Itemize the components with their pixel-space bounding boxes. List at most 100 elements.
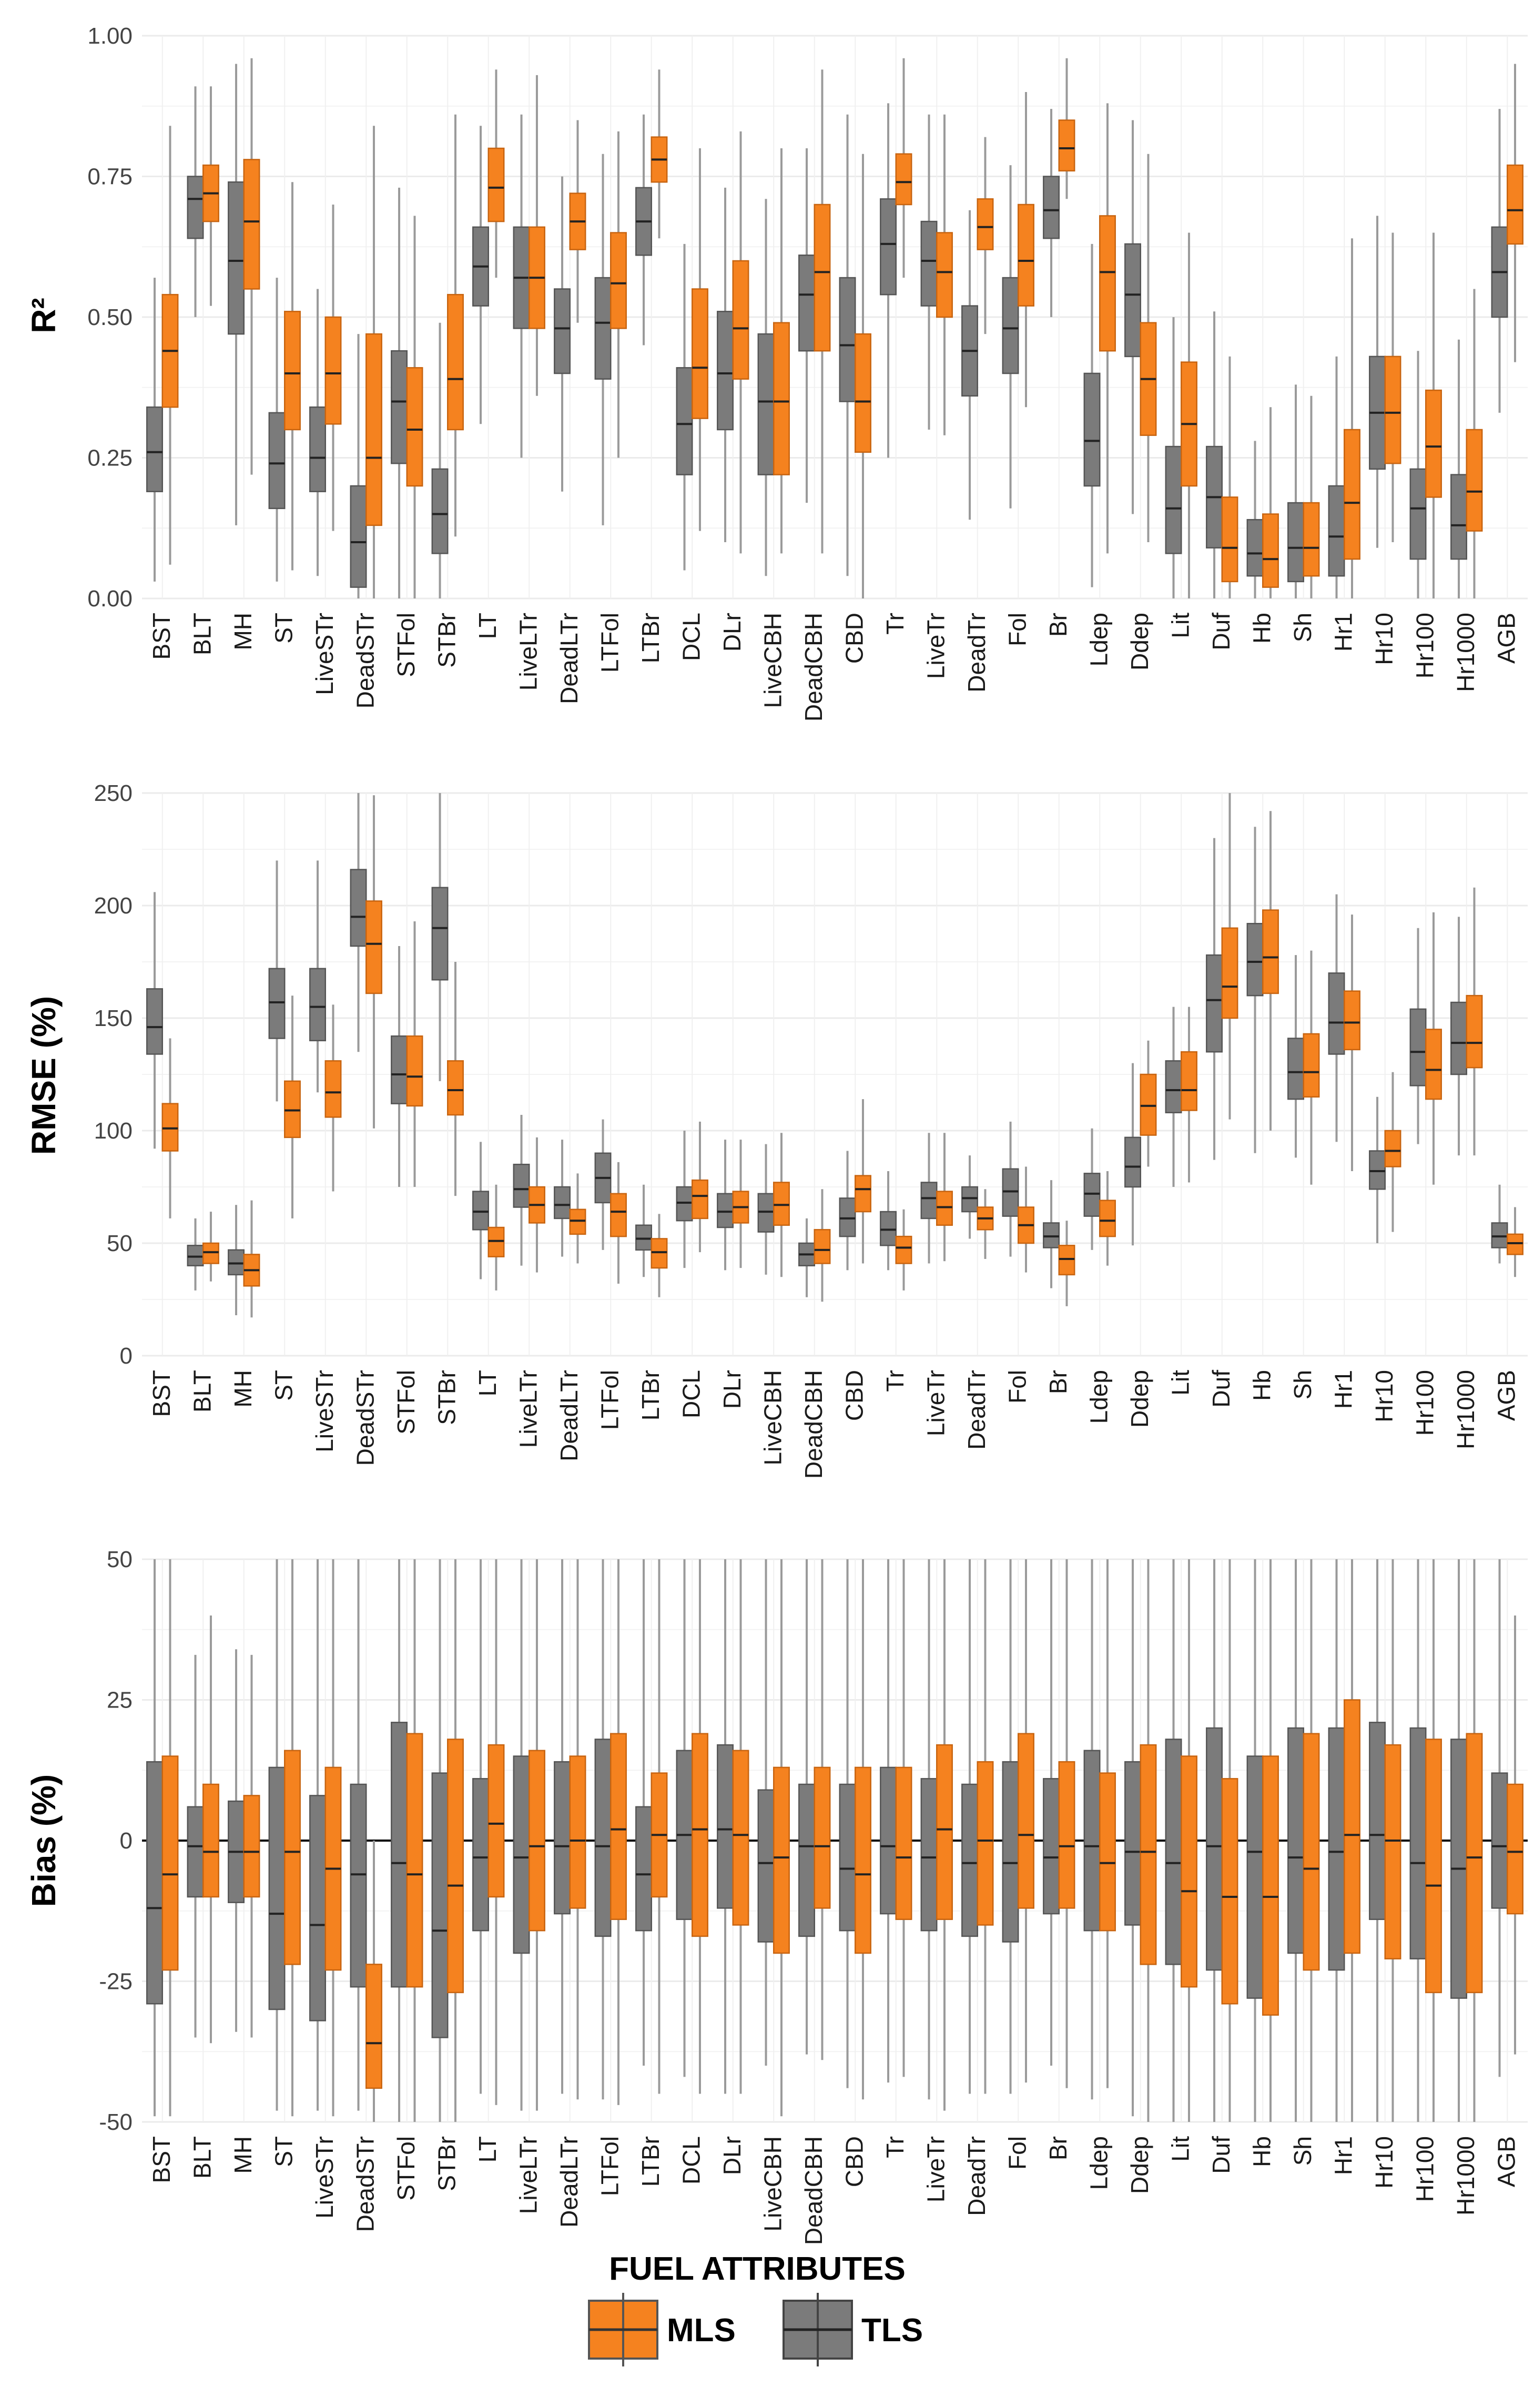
- box-body: [1262, 1755, 1279, 2016]
- box-tls-duf: [1206, 838, 1223, 1160]
- x-tick-label: Hr1000: [1452, 613, 1479, 692]
- box-tls-deadcbh: [798, 148, 816, 503]
- box-body: [1181, 1051, 1197, 1111]
- box-body: [1165, 445, 1182, 554]
- box-mls-dlr: [732, 1140, 749, 1268]
- box-mls-deadltr: [569, 120, 586, 323]
- box-mls-deadcbh: [814, 1559, 831, 2060]
- box-mls-dcl: [692, 148, 708, 531]
- box-body: [365, 1964, 382, 2089]
- x-tick-label: Hr10: [1370, 1370, 1398, 1423]
- box-tls-tr: [880, 1171, 897, 1271]
- x-tick-label: Br: [1044, 613, 1072, 637]
- x-tick-label: LTFol: [596, 613, 623, 673]
- box-tls-bst: [146, 892, 163, 1149]
- box-mls-ltfol: [610, 1559, 627, 2105]
- box-mls-lit: [1181, 1559, 1197, 2122]
- x-tick-label: Br: [1044, 1370, 1072, 1394]
- x-tick-label: LiveCBH: [759, 613, 786, 708]
- box-body: [839, 277, 856, 402]
- x-tick-label: LiveCBH: [759, 2136, 786, 2232]
- box-body: [569, 1208, 586, 1235]
- box-mls-deadstr: [365, 795, 382, 1129]
- box-body: [676, 367, 693, 475]
- box-body: [350, 485, 367, 588]
- box-body: [1018, 204, 1034, 307]
- box-body: [773, 322, 790, 475]
- x-tick-label: CBD: [840, 2136, 868, 2187]
- box-body: [610, 232, 627, 329]
- box-mls-ddep: [1140, 1040, 1157, 1167]
- box-tls-stbr: [431, 793, 449, 1081]
- box-body: [814, 1766, 831, 1909]
- box-mls-tr: [895, 1559, 912, 2077]
- box-body: [1491, 1772, 1508, 1909]
- box-body: [1083, 1750, 1101, 1932]
- box-mls-livetr: [936, 1133, 953, 1262]
- box-tls-tr: [880, 103, 897, 458]
- box-mls-stfol: [406, 921, 423, 1187]
- box-mls-dcl: [692, 1559, 708, 2094]
- box-mls-liveltr: [529, 1137, 545, 1273]
- box-mls-hr1: [1344, 915, 1360, 1172]
- legend-title: FUEL ATTRIBUTES: [609, 2251, 906, 2287]
- box-body: [447, 1739, 464, 1994]
- y-tick-label: 50: [107, 1231, 133, 1256]
- box-tls-livetr: [920, 1559, 938, 2100]
- x-tick-label: Hb: [1248, 1370, 1275, 1401]
- box-mls-deadtr: [977, 1189, 994, 1259]
- box-body: [610, 1193, 627, 1237]
- box-body: [936, 232, 953, 318]
- x-tick-label: LTFol: [596, 1370, 623, 1430]
- box-tls-blt: [187, 1654, 204, 2038]
- box-tls-deadcbh: [798, 1559, 816, 2055]
- box-body: [651, 1238, 668, 1269]
- box-tls-mh: [228, 1205, 245, 1315]
- box-tls-deadstr: [350, 793, 367, 1052]
- box-body: [1409, 1008, 1427, 1086]
- box-mls-hr1: [1344, 1559, 1360, 2122]
- box-body: [1328, 485, 1345, 577]
- box-mls-dlr: [732, 131, 749, 554]
- box-mls-hb: [1262, 1559, 1279, 2122]
- x-tick-label: BST: [148, 613, 175, 659]
- box-mls-ltbr: [651, 1214, 668, 1297]
- box-body: [472, 1191, 489, 1231]
- box-tls-livetr: [920, 114, 938, 430]
- box-tls-ltbr: [635, 1184, 653, 1277]
- box-tls-hr100: [1409, 351, 1427, 598]
- box-mls-deadtr: [977, 137, 994, 334]
- x-tick-label: Tr: [881, 1370, 909, 1392]
- box-tls-liveltr: [513, 114, 530, 458]
- box-body: [431, 1772, 449, 2038]
- box-mls-duf: [1221, 1559, 1238, 2122]
- y-axis-label: RMSE (%): [25, 996, 63, 1155]
- x-tick-label: Hr1: [1329, 2136, 1357, 2175]
- x-tick-label: LTBr: [637, 2136, 664, 2187]
- box-body: [1206, 954, 1223, 1053]
- box-mls-fol: [1018, 1166, 1034, 1273]
- y-tick-label: 50: [107, 1547, 133, 1572]
- box-body: [1425, 1029, 1442, 1100]
- box-tls-ltbr: [635, 1559, 653, 2066]
- box-mls-bst: [161, 1559, 179, 2117]
- box-tls-agb: [1491, 109, 1508, 413]
- x-tick-label: Hr1000: [1452, 2136, 1479, 2216]
- box-body: [1507, 1233, 1523, 1255]
- x-tick-label: Sh: [1289, 1370, 1316, 1399]
- box-body: [324, 1060, 342, 1118]
- box-body: [757, 1789, 775, 1943]
- box-body: [447, 293, 464, 431]
- x-tick-label: Hr100: [1411, 2136, 1438, 2202]
- box-body: [1287, 1038, 1305, 1100]
- box-mls-ltfol: [610, 131, 627, 458]
- box-tls-hr1000: [1450, 1559, 1468, 2122]
- bias-panel: -50 -25 0 25 50 Bias (%) BST BLT MH ST LiveSTr Dead…: [25, 1547, 1528, 2245]
- box-tls-livecbh: [757, 199, 775, 576]
- box-tls-blt: [187, 1218, 204, 1291]
- y-tick-label: -50: [99, 2109, 133, 2135]
- box-mls-deadltr: [569, 1559, 586, 2100]
- box-body: [692, 1179, 708, 1220]
- box-tls-br: [1043, 1559, 1060, 2066]
- box-body: [1425, 1739, 1442, 1994]
